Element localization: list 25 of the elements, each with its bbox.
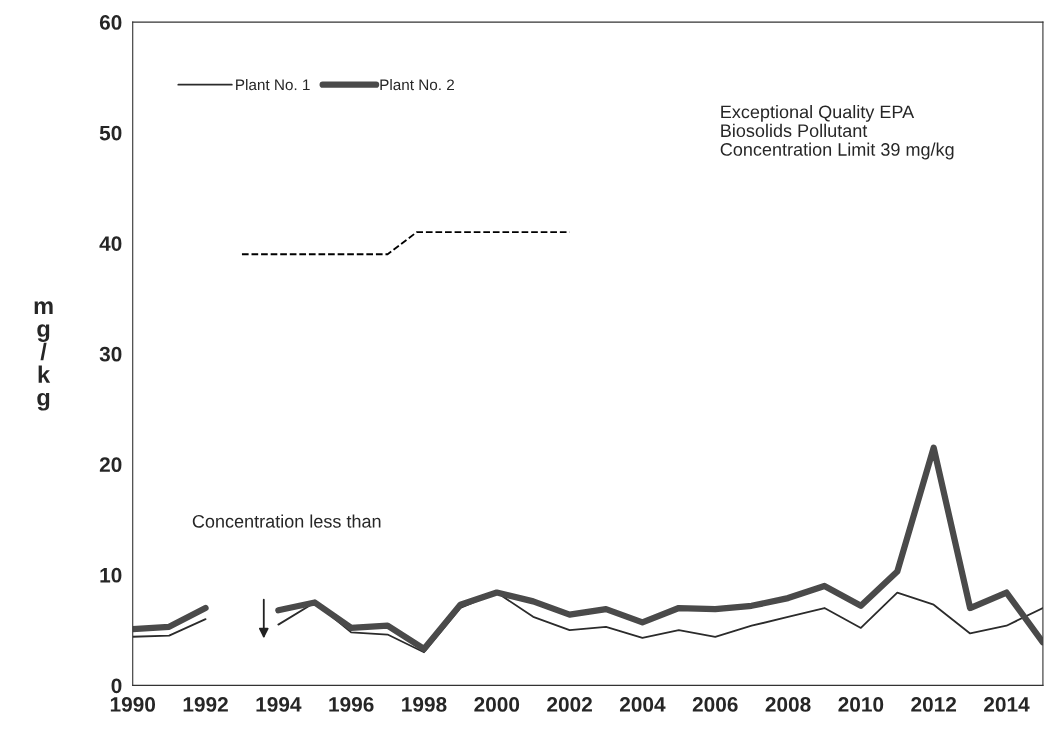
y-tick-label: 30 <box>99 346 122 362</box>
x-tick-label: 2002 <box>547 697 592 712</box>
y-tick-label: 20 <box>99 457 122 473</box>
x-tick-label: 2008 <box>765 697 811 712</box>
x-tick-label: 2000 <box>474 697 520 712</box>
x-tick-label: 2014 <box>984 697 1030 712</box>
y-tick-label: 0 <box>111 678 122 694</box>
annotation: Concentration less than <box>192 514 381 528</box>
x-tick-label: 2010 <box>838 697 884 712</box>
y-axis-title: mg/kg <box>34 301 53 411</box>
x-tick-label: 1996 <box>329 697 374 712</box>
x-tick-label: 1998 <box>402 697 447 712</box>
x-tick-label: 2006 <box>692 697 738 712</box>
legend-label: Plant No. 2 <box>380 78 454 91</box>
x-tick-label: 1994 <box>256 697 302 712</box>
y-tick-label: 10 <box>100 567 122 583</box>
x-tick-label: 2004 <box>619 697 666 712</box>
y-tick-label: 60 <box>99 15 122 30</box>
y-tick-label: 50 <box>99 125 122 141</box>
legend-label: Plant No. 1 <box>236 78 310 91</box>
x-tick-label: 2012 <box>911 697 957 712</box>
x-tick-label: 1992 <box>183 697 228 712</box>
annotation: Exceptional Quality EPA Biosolids Pollutant Concentration Limit 39 mg/kg <box>720 105 954 160</box>
y-tick-label: 40 <box>99 236 122 251</box>
x-tick-label: 1990 <box>110 697 156 712</box>
